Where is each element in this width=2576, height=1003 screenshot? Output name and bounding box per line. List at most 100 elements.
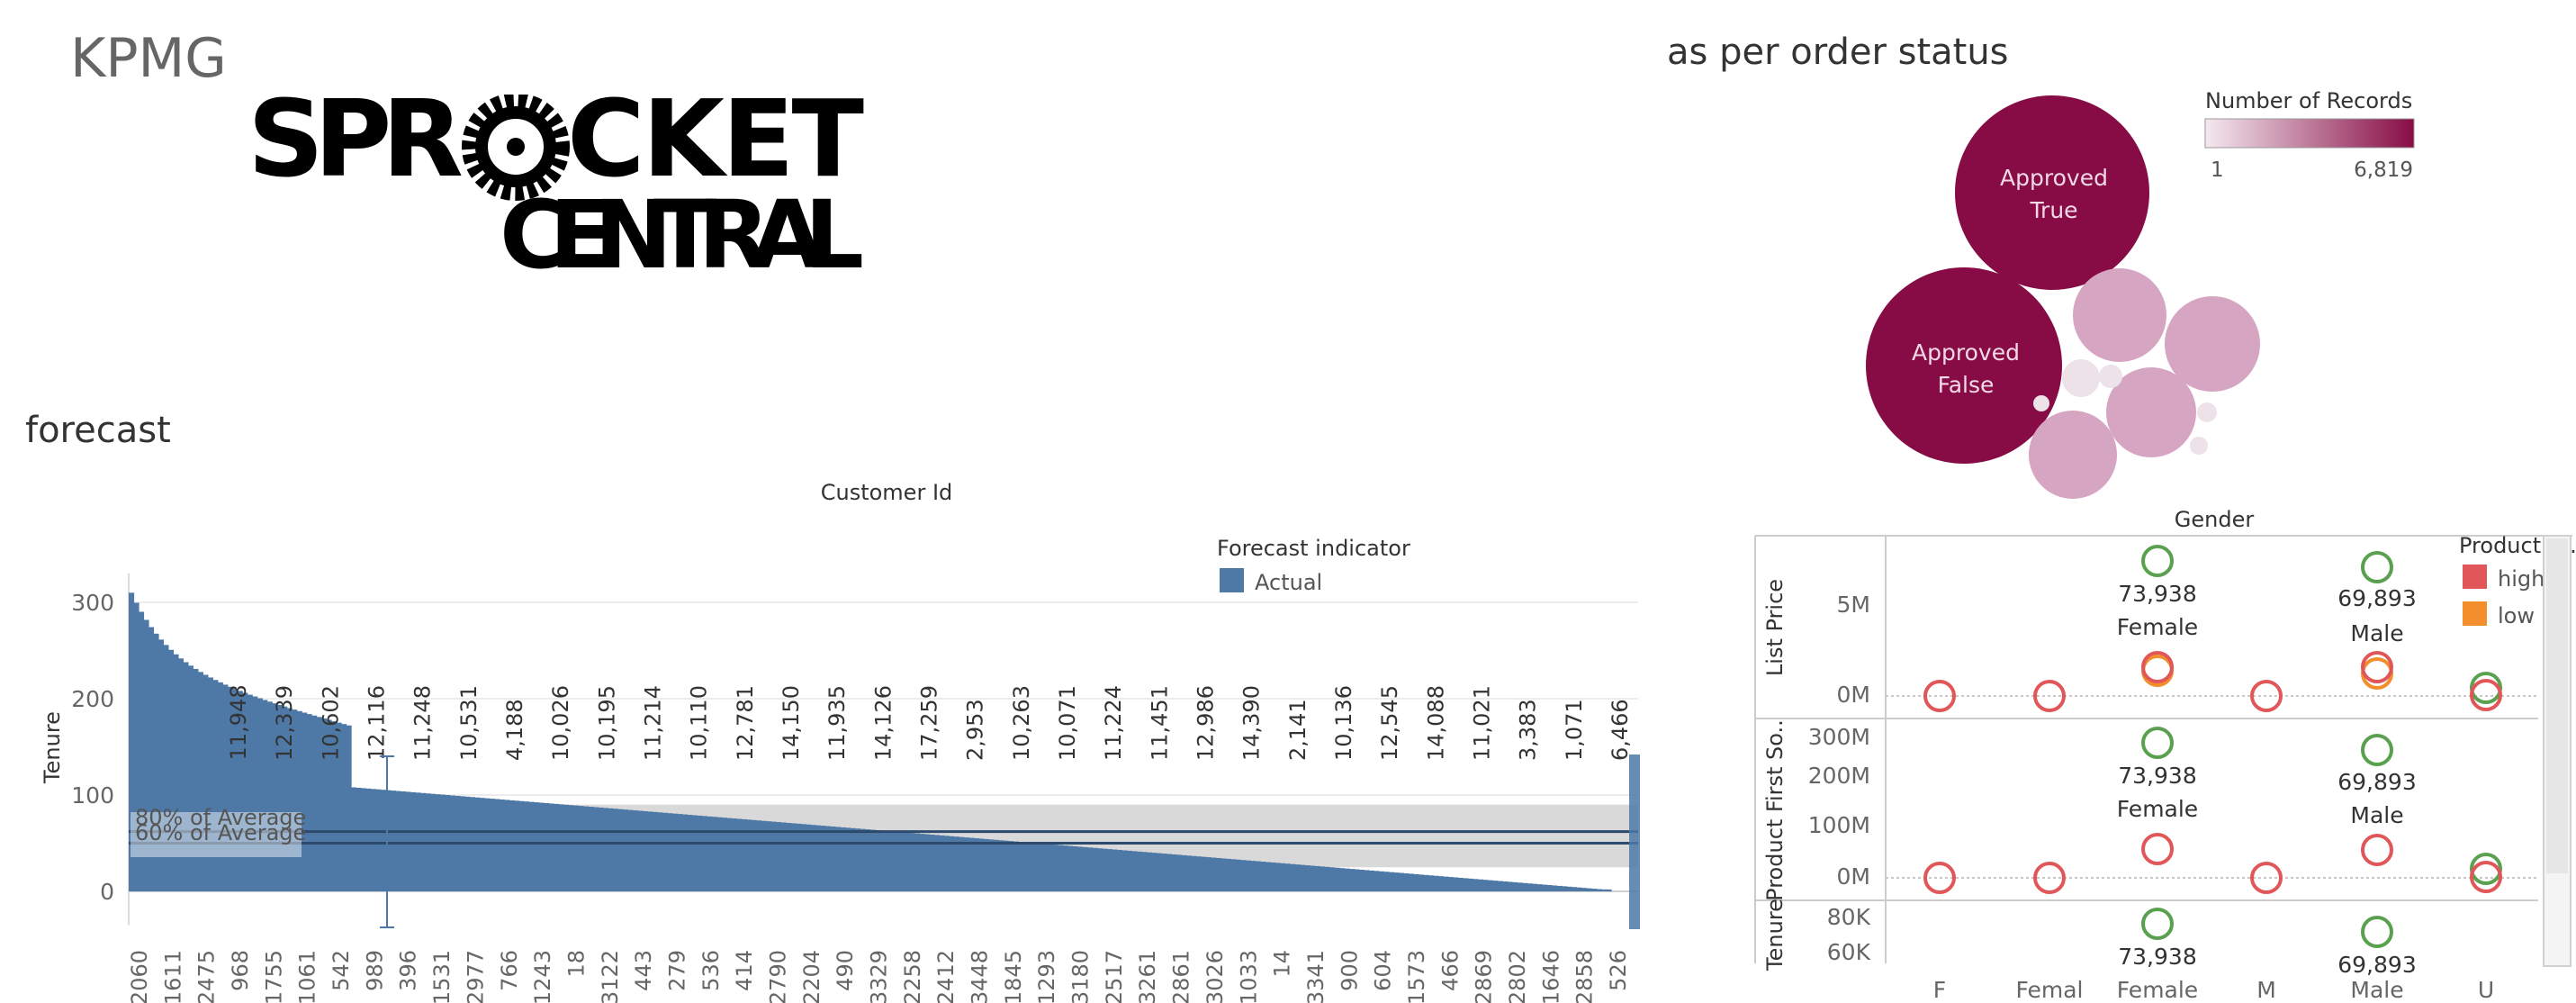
bubble-approved-false[interactable] [1866,267,2062,464]
gender-point-high[interactable] [2141,833,2174,865]
gender-x-tick-label: F [1933,977,1946,1003]
forecast-bar [1437,876,1444,891]
forecast-bar [1077,846,1084,891]
forecast-bar [741,818,747,891]
bubble-small-4[interactable] [2029,411,2117,499]
gender-point-total[interactable] [2361,551,2393,583]
gender-point-total[interactable] [2470,853,2502,885]
bubble-tiny-2[interactable] [2099,365,2122,388]
forecast-bar [1433,875,1439,891]
gender-point-high[interactable] [2250,680,2283,712]
forecast-bar [306,714,312,891]
forecast-bar [207,677,213,891]
forecast-bar [538,802,545,891]
bubble-tiny-1[interactable] [2062,359,2100,397]
forecast-bar [1447,877,1454,891]
gender-point-high[interactable] [1923,680,1956,712]
bubble-tiny-5[interactable] [2033,395,2049,411]
forecast-bar [830,827,836,891]
forecast-bar [617,809,624,891]
gender-point-low[interactable] [2361,657,2393,690]
forecast-bar [889,831,896,891]
forecast-bar [1368,870,1375,891]
gender-point-high[interactable] [2470,861,2502,893]
forecast-data-label: 10,195 [594,685,619,761]
forecast-x-tick-label: 1293 [1034,950,1059,1003]
forecast-legend-item: Actual [1255,570,1322,595]
forecast-x-tick-label: 279 [664,950,689,991]
gender-point-total[interactable] [2141,727,2174,759]
product-legend-swatch-low[interactable] [2463,601,2487,626]
gender-point-high[interactable] [2033,680,2066,712]
forecast-bar [1048,844,1054,891]
forecast-bar [761,820,767,891]
logo-text-spr: SPR [248,95,464,201]
forecast-bar [598,807,604,891]
gender-point-total[interactable] [2141,545,2174,577]
forecast-x-tick-label: 2802 [1505,950,1530,1003]
bubble-tiny-3[interactable] [2197,402,2217,422]
gender-point-high[interactable] [2250,862,2283,894]
forecast-bar-chart[interactable]: Customer Id Tenure 0 100 200 300 2060 1611 24… [0,0,1665,1003]
forecast-bar [173,654,179,891]
forecast-bar [1463,878,1469,891]
forecast-bar [1324,866,1330,891]
gender-point-total[interactable] [2141,908,2174,940]
gender-point-high[interactable] [2033,862,2066,894]
forecast-bar [257,698,263,891]
gender-point-total[interactable] [2361,916,2393,948]
bubble-small-3[interactable] [2106,367,2196,457]
forecast-data-label: 11,214 [641,685,666,761]
bubble-small-2[interactable] [2165,296,2260,392]
forecast-bar [1265,862,1271,891]
gender-point-total[interactable] [2361,734,2393,766]
forecast-bar [1591,889,1598,891]
forecast-bar [489,799,495,891]
forecast-bar [869,829,876,891]
forecast-bar [1181,854,1187,891]
forecast-bar [662,812,669,891]
gender-point-high[interactable] [1923,862,1956,894]
records-legend-gradient [2204,118,2415,149]
product-legend-swatch-high[interactable] [2463,565,2487,589]
forecast-bar [138,611,145,891]
forecast-bar [583,806,590,891]
gender-point-high[interactable] [2470,679,2502,711]
forecast-bar [1413,873,1419,891]
forecast-bar [677,814,683,891]
gender-point-high[interactable] [2361,651,2393,683]
forecast-bar [1255,861,1261,891]
forecast-scroll-handle[interactable] [1629,755,1640,929]
gender-point-high[interactable] [2141,651,2174,683]
forecast-bar [1131,851,1138,891]
forecast-data-label: 14,088 [1423,685,1448,761]
gender-y-tick-label: 0M [1837,863,1870,890]
gender-row-label-list-price: List Price [1762,579,1788,676]
forecast-bar [721,818,727,891]
gender-point-high[interactable] [2361,834,2393,866]
forecast-bar [361,788,367,891]
forecast-bar [509,800,515,891]
bubble-approved-true[interactable] [1955,95,2149,290]
forecast-x-tick-label: 989 [362,950,387,991]
forecast-legend-swatch[interactable] [1220,568,1244,592]
gender-scrollbar-thumb[interactable] [2546,538,2568,873]
forecast-x-tick-label: 900 [1337,950,1362,991]
gender-point-total[interactable] [2470,672,2502,704]
forecast-bar [1536,884,1543,891]
bubble-tiny-4[interactable] [2190,437,2208,455]
forecast-bar [632,810,639,891]
forecast-bar [518,800,525,891]
forecast-bar [1018,842,1024,891]
forecast-bar [1191,855,1197,891]
forecast-y-ticks: 0 100 200 300 [71,590,114,905]
order-status-bubble-chart[interactable]: Number of Records 1 6,819 Approved True … [0,0,2576,540]
forecast-data-label: 10,531 [456,685,482,761]
forecast-bar [1270,862,1276,891]
forecast-bar [129,592,135,891]
bubble-small-1[interactable] [2073,268,2166,362]
forecast-x-tick-label: 3329 [867,950,892,1003]
forecast-x-tick-label: 968 [228,950,253,991]
forecast-bar [1596,889,1602,891]
